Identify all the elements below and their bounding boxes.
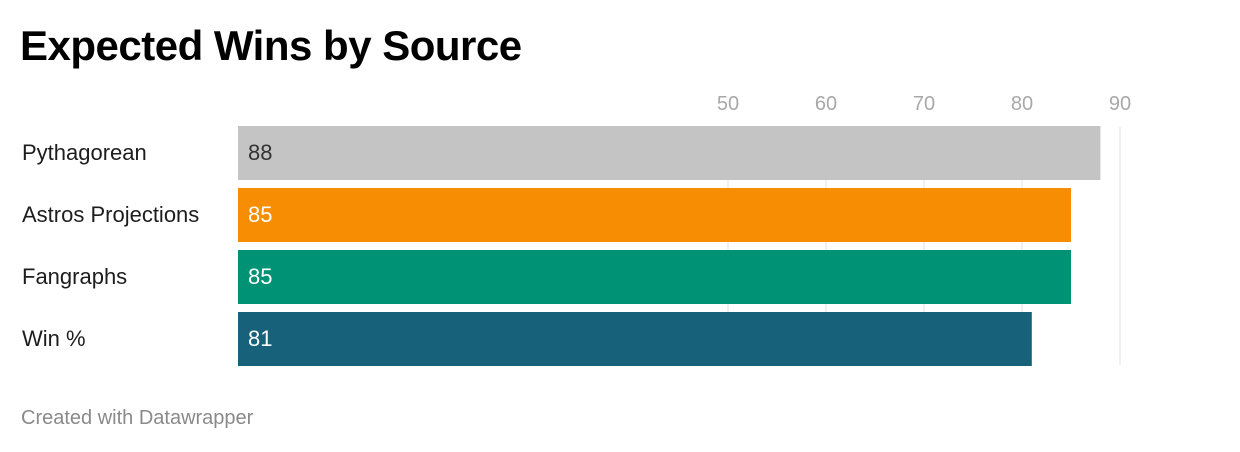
bar bbox=[238, 126, 1101, 180]
category-label: Win % bbox=[22, 326, 86, 351]
value-label: 81 bbox=[248, 326, 272, 351]
value-label: 88 bbox=[248, 140, 272, 165]
bar bbox=[238, 188, 1071, 242]
category-label: Pythagorean bbox=[22, 140, 147, 165]
x-tick-label: 60 bbox=[815, 93, 837, 115]
category-label: Astros Projections bbox=[22, 202, 199, 227]
x-tick-label: 50 bbox=[717, 93, 739, 115]
x-tick-label: 70 bbox=[913, 93, 935, 115]
bar bbox=[238, 250, 1071, 304]
bar bbox=[238, 312, 1032, 366]
category-label: Fangraphs bbox=[22, 264, 127, 289]
footer-credit[interactable]: Created with Datawrapper bbox=[21, 407, 254, 429]
chart-title: Expected Wins by Source bbox=[20, 22, 522, 69]
value-label: 85 bbox=[248, 264, 272, 289]
x-tick-label: 80 bbox=[1011, 93, 1033, 115]
value-label: 85 bbox=[248, 202, 272, 227]
x-tick-label: 90 bbox=[1109, 93, 1131, 115]
